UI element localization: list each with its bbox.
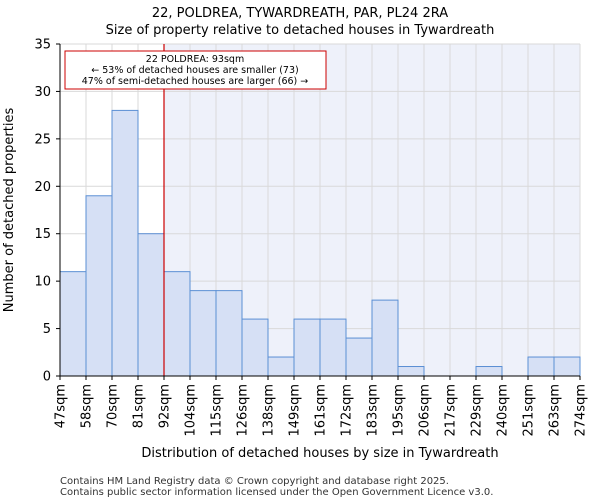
x-tick-label: 217sqm bbox=[444, 384, 459, 437]
x-tick-label: 126sqm bbox=[236, 384, 251, 437]
chart-subtitle: Size of property relative to detached ho… bbox=[106, 23, 495, 38]
bar-70sqm bbox=[111, 109, 139, 377]
x-tick-label: 47sqm bbox=[54, 384, 69, 428]
annotation-border bbox=[64, 50, 327, 90]
y-tick-label: 35 bbox=[34, 38, 51, 53]
footer-line-2: Contains public sector information licen… bbox=[60, 487, 493, 498]
x-tick-label: 195sqm bbox=[392, 384, 407, 437]
bar-263sqm bbox=[553, 356, 581, 377]
chart-title: 22, POLDREA, TYWARDREATH, PAR, PL24 2RA bbox=[152, 6, 448, 21]
x-tick-label: 115sqm bbox=[210, 384, 225, 437]
y-tick-label: 30 bbox=[34, 85, 51, 100]
y-axis-label: Number of detached properties bbox=[2, 108, 17, 313]
x-tick-label: 138sqm bbox=[262, 384, 277, 437]
y-tick-label: 0 bbox=[43, 370, 51, 385]
x-tick-label: 70sqm bbox=[106, 384, 121, 428]
x-axis-label: Distribution of detached houses by size … bbox=[141, 446, 498, 461]
bars bbox=[59, 109, 581, 377]
y-tick-label: 25 bbox=[34, 132, 51, 147]
bar-92sqm bbox=[163, 271, 191, 377]
bar-229sqm bbox=[475, 366, 503, 377]
bar-115sqm bbox=[215, 290, 243, 377]
bar-104sqm bbox=[189, 290, 217, 377]
x-tick-label: 240sqm bbox=[496, 384, 511, 437]
x-tick-label: 206sqm bbox=[418, 384, 433, 437]
y-tick-label: 15 bbox=[34, 227, 51, 242]
x-tick-label: 104sqm bbox=[184, 384, 199, 437]
annotation-line-1: 22 POLDREA: 93sqm bbox=[146, 54, 244, 65]
x-tick-label: 172sqm bbox=[340, 384, 355, 437]
bar-138sqm bbox=[267, 356, 295, 377]
bar-251sqm bbox=[527, 356, 555, 377]
y-tick-label: 5 bbox=[43, 322, 51, 337]
x-tick-label: 161sqm bbox=[314, 384, 329, 437]
x-tick-label: 274sqm bbox=[574, 384, 589, 437]
bar-58sqm bbox=[85, 195, 113, 377]
x-tick-label: 183sqm bbox=[366, 384, 381, 437]
bar-126sqm bbox=[241, 318, 269, 377]
annotation-box: 22 POLDREA: 93sqm ← 53% of detached hous… bbox=[64, 50, 327, 90]
annotation-line-3: 47% of semi-detached houses are larger (… bbox=[82, 76, 309, 87]
bar-47sqm bbox=[59, 271, 87, 377]
x-tick-label: 149sqm bbox=[288, 384, 303, 437]
x-tick-label: 251sqm bbox=[522, 384, 537, 437]
y-tick-label: 20 bbox=[34, 180, 51, 195]
y-tick-label: 10 bbox=[34, 275, 51, 290]
x-tick-label: 92sqm bbox=[158, 384, 173, 428]
bar-149sqm bbox=[293, 318, 321, 377]
x-tick-label: 58sqm bbox=[80, 384, 95, 428]
x-tick-label: 229sqm bbox=[470, 384, 485, 437]
footer-line-1: Contains HM Land Registry data © Crown c… bbox=[60, 476, 449, 487]
x-tick-label: 81sqm bbox=[132, 384, 147, 428]
x-ticks: 47sqm 58sqm 70sqm 81sqm 92sqm 104sqm 115sqm 126… bbox=[54, 376, 589, 437]
bar-183sqm bbox=[371, 299, 399, 377]
y-ticks: 0 5 10 15 20 25 30 35 bbox=[34, 38, 60, 385]
bar-195sqm bbox=[397, 366, 425, 377]
x-tick-label: 263sqm bbox=[548, 384, 563, 437]
bar-161sqm bbox=[319, 318, 347, 377]
annotation-line-2: ← 53% of detached houses are smaller (73… bbox=[91, 65, 298, 76]
bar-172sqm bbox=[345, 337, 373, 377]
bar-81sqm bbox=[137, 233, 165, 377]
